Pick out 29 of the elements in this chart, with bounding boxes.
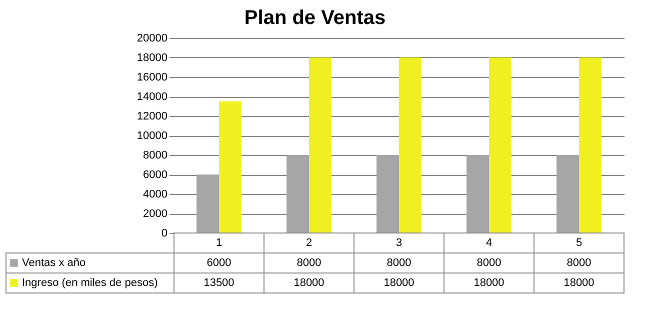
x-tick-label: 1 xyxy=(216,237,222,249)
x-tick-label: 3 xyxy=(396,237,402,249)
data-label: 6000 xyxy=(206,257,232,269)
data-label: 18000 xyxy=(564,277,594,289)
y-tick-label: 6000 xyxy=(143,169,168,181)
y-tick-label: 14000 xyxy=(136,91,168,103)
x-tick-label: 5 xyxy=(576,237,582,249)
y-tick-label: 2000 xyxy=(143,208,168,220)
data-label: 13500 xyxy=(204,277,234,289)
y-tick-label: 16000 xyxy=(136,72,168,84)
x-tick-label: 2 xyxy=(306,237,312,249)
data-label: 8000 xyxy=(296,257,322,269)
legend-label: Ingreso (en miles de pesos) xyxy=(22,277,158,289)
data-label: 18000 xyxy=(384,277,414,289)
chart-title: Plan de Ventas xyxy=(244,7,386,29)
x-tick-label: 4 xyxy=(486,237,492,249)
y-tick-label: 10000 xyxy=(136,130,168,142)
data-label: 8000 xyxy=(566,257,592,269)
data-label: 18000 xyxy=(474,277,504,289)
y-tick-label: 0 xyxy=(161,228,168,240)
y-tick-label: 20000 xyxy=(136,32,168,44)
legend-label: Ventas x año xyxy=(22,257,86,269)
data-label: 8000 xyxy=(386,257,412,269)
y-tick-label: 18000 xyxy=(136,52,168,64)
y-tick-label: 8000 xyxy=(143,150,168,162)
y-tick-label: 12000 xyxy=(136,110,168,122)
data-label: 8000 xyxy=(476,257,502,269)
data-label: 18000 xyxy=(294,277,324,289)
y-tick-label: 4000 xyxy=(143,188,168,200)
